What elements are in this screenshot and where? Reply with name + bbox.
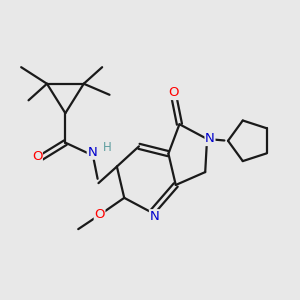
- Text: O: O: [168, 86, 178, 100]
- Text: N: N: [87, 146, 97, 159]
- Text: O: O: [94, 208, 105, 221]
- Text: N: N: [149, 210, 159, 223]
- Text: N: N: [205, 133, 215, 146]
- Text: O: O: [32, 151, 42, 164]
- Text: H: H: [103, 141, 111, 154]
